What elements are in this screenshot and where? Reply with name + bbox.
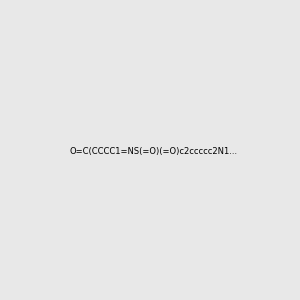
Text: O=C(CCCC1=NS(=O)(=O)c2ccccc2N1...: O=C(CCCC1=NS(=O)(=O)c2ccccc2N1...: [70, 147, 238, 156]
